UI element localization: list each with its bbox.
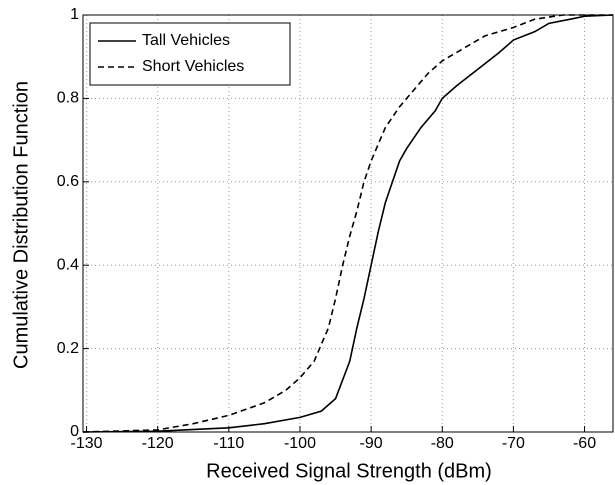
y-tick-label: 1 (70, 6, 79, 23)
y-tick-label: 0.2 (57, 340, 79, 357)
legend-label: Short Vehicles (142, 58, 244, 75)
legend-label: Tall Vehicles (142, 32, 230, 49)
y-tick-label: 0.4 (57, 256, 79, 273)
x-tick-label: -60 (573, 435, 596, 452)
y-tick-label: 0 (70, 423, 79, 440)
x-tick-label: -120 (142, 435, 174, 452)
x-tick-label: -130 (71, 435, 103, 452)
x-tick-label: -90 (360, 435, 383, 452)
x-tick-label: -110 (213, 435, 244, 452)
x-tick-label: -80 (431, 435, 454, 452)
x-tick-label: -100 (284, 435, 316, 452)
x-axis-label: Received Signal Strength (dBm) (206, 460, 492, 482)
y-tick-label: 0.8 (57, 90, 79, 107)
y-tick-label: 0.6 (57, 173, 79, 190)
data-line (82, 14, 614, 433)
data-line (82, 14, 613, 433)
y-axis-label: Cumulative Distribution Function (10, 81, 32, 369)
plot-frame (82, 14, 614, 433)
legend-box (89, 22, 291, 86)
x-tick-label: -70 (502, 435, 525, 452)
